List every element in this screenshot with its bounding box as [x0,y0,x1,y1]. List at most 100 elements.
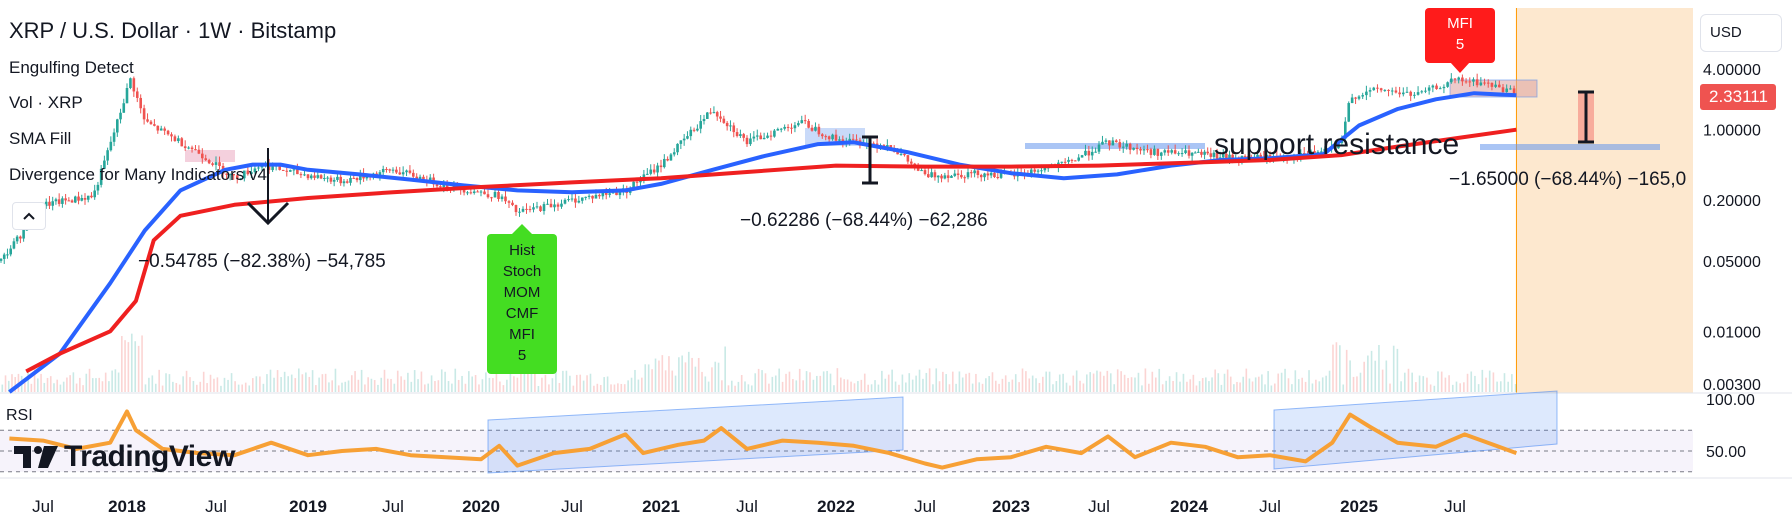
candle [1193,151,1197,154]
volume-bar [513,376,515,392]
candle-body [271,166,274,171]
indicator-volume[interactable]: Vol · XRP [9,93,83,112]
volume-bar [1141,385,1143,392]
candle-body [129,78,132,89]
volume-bar [781,381,784,392]
candle [1357,95,1361,101]
volume-bar [478,384,480,392]
volume-bar [1499,381,1502,392]
candle-body [1132,147,1135,150]
volume-bar [620,383,623,392]
candle-body [546,203,549,205]
candle [1170,148,1173,155]
rsi-channel [1273,390,1558,470]
volume-bar [516,377,519,392]
candle-body [831,134,834,140]
candle [504,190,507,204]
candle [2,252,6,264]
candle-body [725,122,729,127]
volume-bar [1096,370,1098,392]
candle [719,110,722,123]
candle [299,172,303,179]
volume-bar [168,374,171,392]
volume-bar [687,351,690,392]
volume-bar [593,385,595,392]
candle [646,168,649,176]
volume-bar [1113,384,1116,392]
volume-bar [863,373,866,392]
volume-bar [1280,372,1283,392]
candle [122,98,126,113]
volume-bar [144,384,147,392]
candle [996,173,1000,180]
candle-body [1416,92,1420,95]
candle-body [601,192,605,197]
volume-bar [420,371,423,392]
volume-bar [988,376,990,392]
volume-bar [370,378,373,392]
candle [742,132,745,142]
candle-body [973,170,976,174]
candle [1438,86,1442,90]
volume-bar [75,383,78,392]
time-axis-tick: 2022 [817,497,855,516]
candle-body [1438,88,1442,90]
candle [1494,80,1497,89]
candle-body [1490,82,1494,87]
candle [218,156,221,170]
volume-bar [280,377,282,392]
volume-bar [509,371,512,392]
volume-bar [1418,375,1421,392]
volume-bar [451,383,453,392]
indicator-divergence[interactable]: Divergence for Many Indicators v4 [9,165,267,184]
volume-bar [1251,381,1254,392]
volume-bar [185,370,188,392]
volume-bar [846,379,849,392]
volume-bar [867,384,869,392]
volume-bar [792,379,794,392]
candle-body [391,169,395,171]
candle-body [349,177,352,183]
volume-bar [955,383,957,392]
candle [563,198,567,205]
currency-button[interactable]: USD [1700,14,1782,52]
candle-body [1494,84,1497,87]
candle [793,121,797,133]
volume-bar [506,379,508,392]
candle-body [74,196,77,203]
volume-bar [1055,381,1058,392]
candle-body [577,200,581,203]
candle [679,140,683,150]
candle-body [228,174,232,176]
signal-line: 5 [517,347,527,364]
candle-body [598,194,601,197]
candle [927,168,930,178]
candle-body [1313,151,1316,154]
volume-bar [1035,378,1037,392]
candle-body [886,145,889,148]
volume-bar [308,376,311,392]
candle-body [1218,157,1222,159]
chart-title[interactable]: XRP / U.S. Dollar · 1W · Bitstamp [9,18,337,43]
indicator-engulfing[interactable]: Engulfing Detect [9,58,134,77]
candle [1146,144,1149,153]
candle-body [462,189,466,193]
volume-bar [1325,375,1327,392]
candle-body [44,201,48,207]
candle [1435,83,1438,90]
volume-bar [1151,371,1154,392]
candle [936,175,940,183]
candle-body [319,175,323,179]
candle-body [986,173,990,176]
indicator-sma-fill[interactable]: SMA Fill [9,129,72,148]
collapse-button[interactable] [12,202,46,230]
last-price-badge: 2.33111 [1700,84,1776,110]
volume-bar [1448,375,1450,392]
volume-bar [945,374,947,392]
volume-bar [1086,374,1088,392]
volume-bar [644,364,647,392]
volume-bar [586,375,588,392]
volume-bar [447,381,450,392]
candle-body [790,127,793,129]
